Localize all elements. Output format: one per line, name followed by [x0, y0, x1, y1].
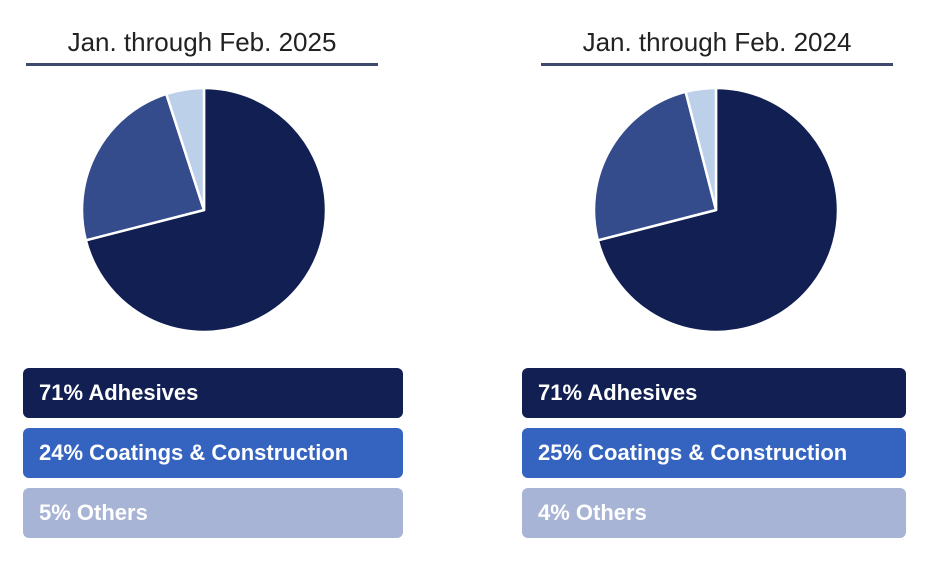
- pie-chart: [80, 86, 328, 334]
- pie-slice-coatings: [80, 92, 206, 242]
- chart-title: Jan. through Feb. 2025: [26, 22, 378, 66]
- pie-slice-adhesives: [596, 86, 840, 334]
- pie-panel-2025: Jan. through Feb. 2025 71% Adhesives 24%…: [0, 0, 420, 576]
- pie-slice-adhesives: [84, 86, 328, 334]
- pie-slice-coatings: [592, 90, 718, 242]
- pie-panel-2024: Jan. through Feb. 2024 71% Adhesives 25%…: [500, 0, 920, 576]
- pie-slice-others: [684, 86, 718, 212]
- pie-slice-others: [165, 86, 206, 212]
- legend-item-others: 4% Others: [522, 488, 906, 538]
- chart-title: Jan. through Feb. 2024: [541, 22, 893, 66]
- pie-chart: [592, 86, 840, 334]
- legend-item-adhesives: 71% Adhesives: [522, 368, 906, 418]
- legend-item-coatings: 24% Coatings & Construction: [23, 428, 403, 478]
- legend-item-adhesives: 71% Adhesives: [23, 368, 403, 418]
- legend-item-others: 5% Others: [23, 488, 403, 538]
- legend-item-coatings: 25% Coatings & Construction: [522, 428, 906, 478]
